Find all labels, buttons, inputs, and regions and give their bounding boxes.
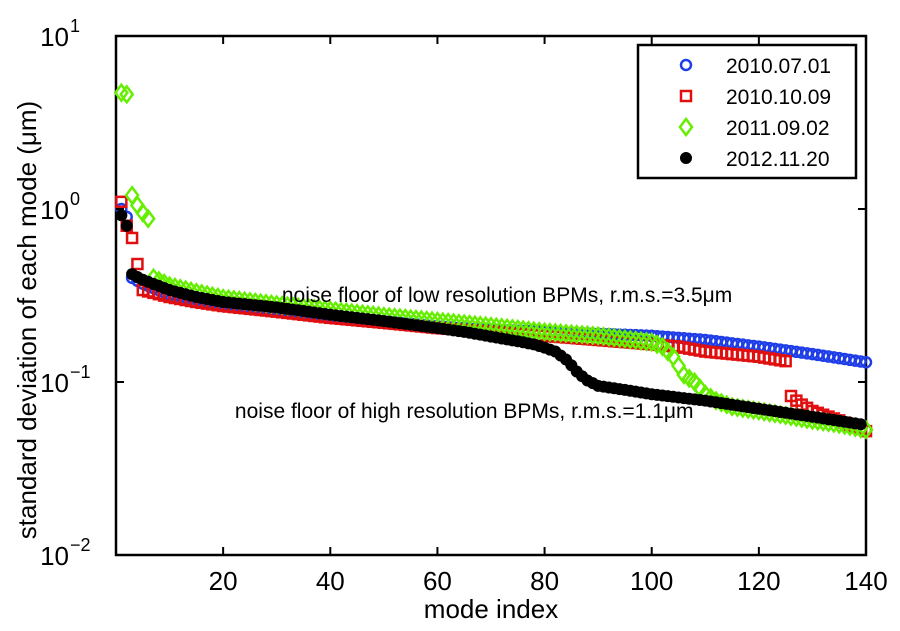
data-point — [120, 219, 133, 232]
y-tick-label: 10 — [40, 368, 69, 398]
data-point — [595, 326, 612, 347]
x-tick-label: 100 — [630, 566, 673, 596]
data-point — [628, 330, 644, 351]
x-tick-label: 80 — [530, 566, 559, 596]
y-tick-label: 10 — [40, 541, 69, 571]
legend-label: 2010.07.01 — [726, 55, 831, 78]
x-tick-label: 140 — [844, 566, 887, 596]
y-tick-base: 10 — [40, 195, 69, 225]
data-point — [617, 328, 633, 350]
data-point — [119, 84, 135, 105]
data-point — [622, 329, 638, 350]
data-point — [558, 323, 574, 344]
data-point — [579, 324, 595, 346]
y-tick-exponent: 0 — [70, 189, 80, 209]
data-point — [859, 356, 873, 369]
y-tick-label: 10 — [40, 22, 69, 52]
data-point — [537, 321, 553, 342]
y-axis-label-unit: μm — [12, 109, 42, 146]
data-point — [612, 328, 628, 349]
data-point — [569, 324, 585, 345]
y-tick-base: 10 — [40, 368, 69, 398]
data-point — [638, 331, 654, 352]
data-point — [563, 323, 579, 344]
legend-marker — [679, 89, 693, 103]
y-tick-exponent: 1 — [70, 16, 80, 36]
data-point — [574, 324, 590, 345]
legend-label: 2010.10.09 — [726, 86, 831, 109]
data-point — [131, 257, 144, 271]
data-point — [590, 325, 606, 346]
data-point — [547, 322, 563, 343]
legend-marker — [678, 116, 694, 138]
annotation: noise floor of low resolution BPMs, r.m.… — [282, 284, 732, 307]
data-point — [115, 195, 128, 209]
data-point — [531, 321, 547, 342]
legend-box — [636, 43, 858, 180]
data-point — [779, 354, 792, 368]
series-layer — [113, 82, 874, 440]
data-point — [585, 325, 601, 346]
data-point — [553, 322, 569, 344]
y-tick-label: 10 — [40, 195, 69, 225]
x-axis-label: mode index — [424, 594, 558, 624]
x-tick-label: 60 — [423, 566, 452, 596]
data-point — [633, 330, 649, 351]
data-point — [140, 208, 156, 229]
legend-marker — [679, 58, 693, 72]
x-tick-label: 20 — [209, 566, 238, 596]
series-2012.11.20 — [115, 209, 867, 431]
data-point — [115, 209, 128, 222]
y-axis-label-suffix: ) — [12, 101, 42, 110]
y-axis-label-prefix: standard deviation of each mode ( — [12, 146, 42, 539]
data-point — [542, 322, 558, 343]
y-tick-base: 10 — [40, 22, 69, 52]
y-axis-label: standard deviation of each mode (μm) — [12, 101, 42, 539]
annotation: noise floor of high resolution BPMs, r.m… — [235, 400, 694, 423]
y-tick-exponent: −1 — [70, 362, 91, 382]
y-tick-base: 10 — [40, 541, 69, 571]
data-point — [125, 231, 139, 245]
annotation-layer: noise floor of low resolution BPMs, r.m.… — [235, 284, 732, 423]
legend-label: 2011.09.02 — [726, 117, 830, 140]
legend: 2010.07.01 2010.10.09 2011.09.02 2012.11.20 — [636, 43, 858, 180]
x-tick-label: 40 — [316, 566, 345, 596]
x-tick-label: 120 — [737, 566, 780, 596]
data-point — [601, 326, 617, 348]
y-tick-exponent: −2 — [70, 535, 91, 555]
data-point — [854, 418, 867, 431]
data-point — [854, 355, 867, 368]
data-point — [606, 327, 622, 348]
legend-marker — [680, 152, 692, 164]
legend-label: 2012.11.20 — [726, 148, 830, 171]
